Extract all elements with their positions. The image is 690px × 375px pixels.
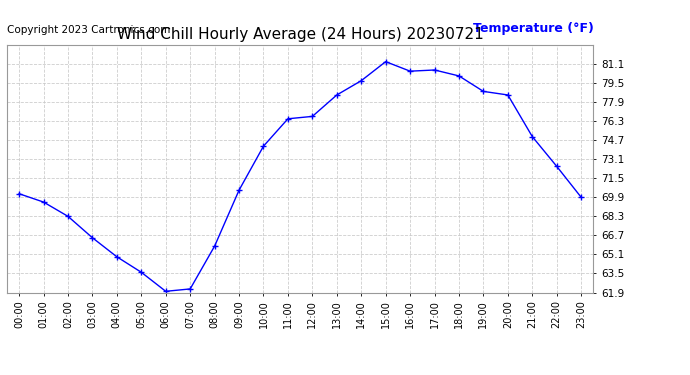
Text: Temperature (°F): Temperature (°F) [473, 22, 593, 35]
Title: Wind Chill Hourly Average (24 Hours) 20230721: Wind Chill Hourly Average (24 Hours) 202… [117, 27, 484, 42]
Text: Copyright 2023 Cartronics.com: Copyright 2023 Cartronics.com [7, 25, 170, 35]
